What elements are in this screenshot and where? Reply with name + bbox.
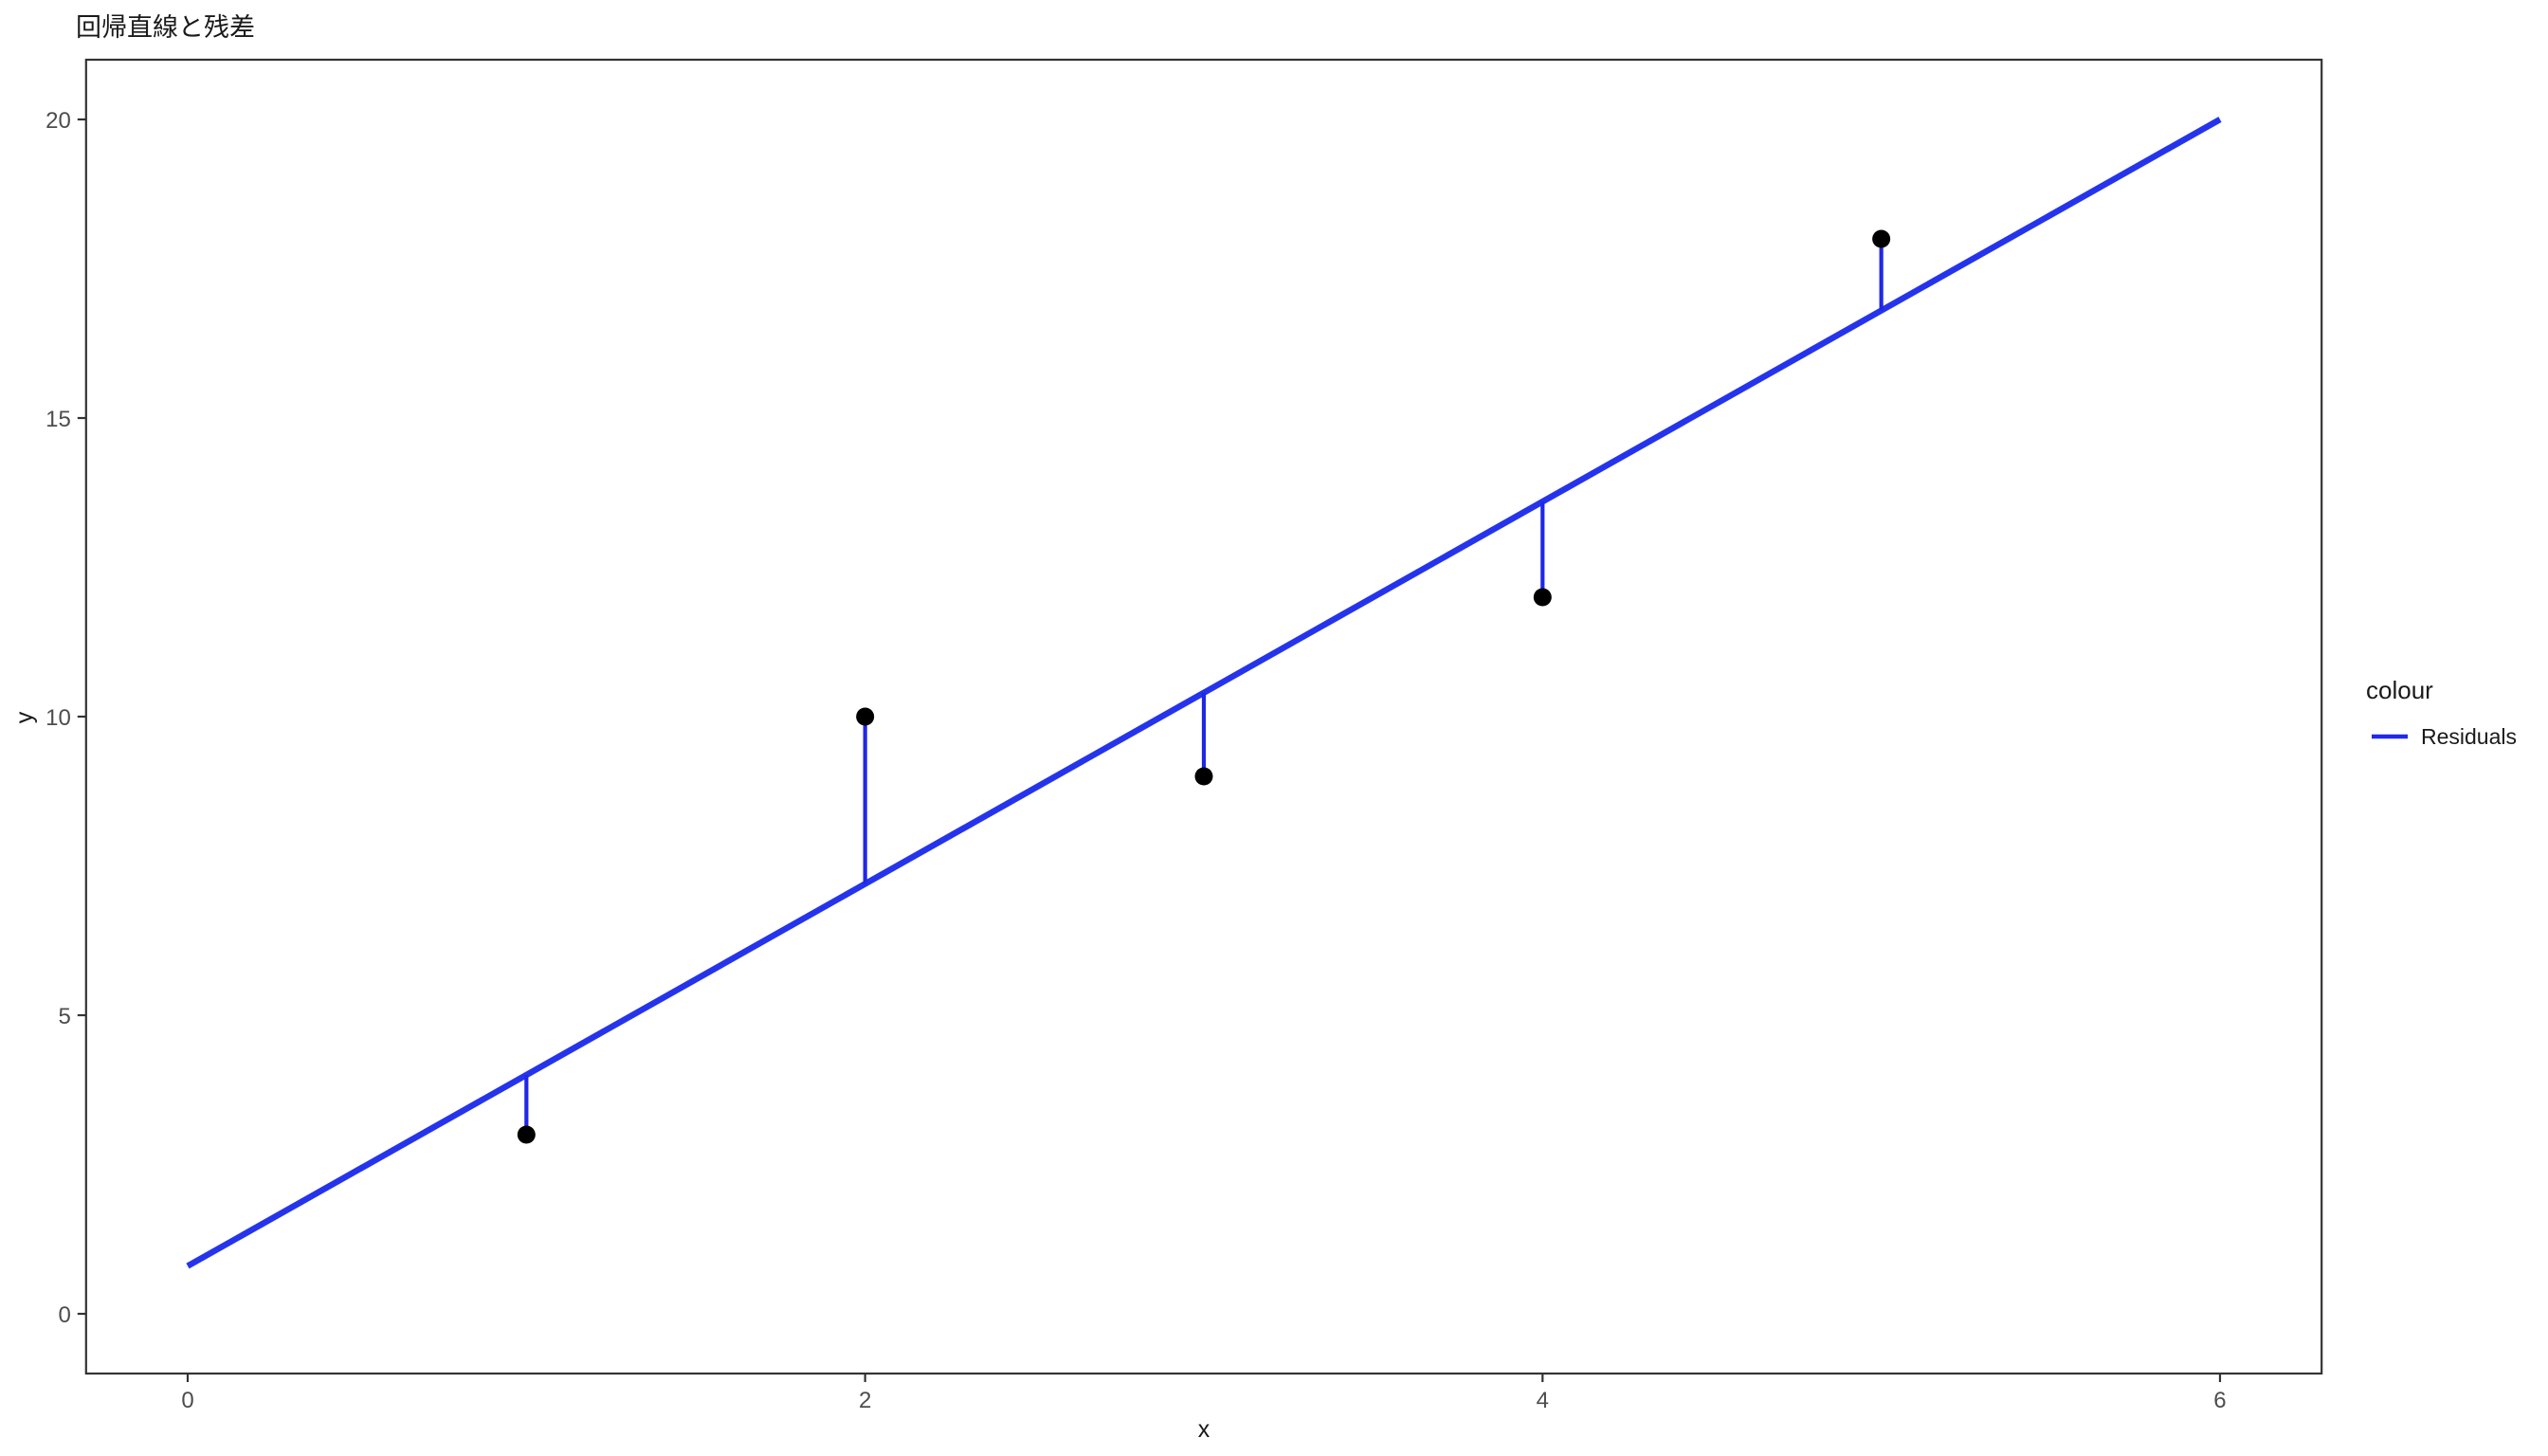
residual-segments xyxy=(524,239,1884,1135)
y-axis-title: y xyxy=(11,711,38,723)
y-tick-label: 0 xyxy=(58,1302,70,1328)
x-tick-label: 0 xyxy=(181,1388,193,1413)
data-point xyxy=(517,1125,536,1144)
y-tick-label: 10 xyxy=(46,705,71,731)
data-point xyxy=(1872,229,1891,248)
x-tick-label: 6 xyxy=(2213,1388,2226,1413)
x-axis-title: x xyxy=(1198,1416,1210,1443)
x-tick-label: 4 xyxy=(1537,1388,1549,1413)
y-tick-label: 15 xyxy=(46,407,71,432)
legend-label: Residuals xyxy=(2421,724,2517,749)
legend-entry: Residuals xyxy=(2372,724,2517,749)
data-point xyxy=(856,707,875,726)
legend: colour Residuals xyxy=(2366,676,2517,749)
data-points xyxy=(517,229,1891,1144)
legend-title: colour xyxy=(2366,676,2433,704)
y-tick-label: 5 xyxy=(58,1004,70,1029)
data-point xyxy=(1194,767,1213,786)
x-tick-label: 2 xyxy=(859,1388,871,1413)
data-point xyxy=(1533,588,1552,607)
y-tick-label: 20 xyxy=(46,108,71,134)
y-axis-ticks: 0 5 10 15 20 xyxy=(46,108,86,1328)
chart-title: 回帰直線と残差 xyxy=(76,13,255,42)
x-axis-ticks: 0 2 4 6 xyxy=(181,1374,2227,1413)
